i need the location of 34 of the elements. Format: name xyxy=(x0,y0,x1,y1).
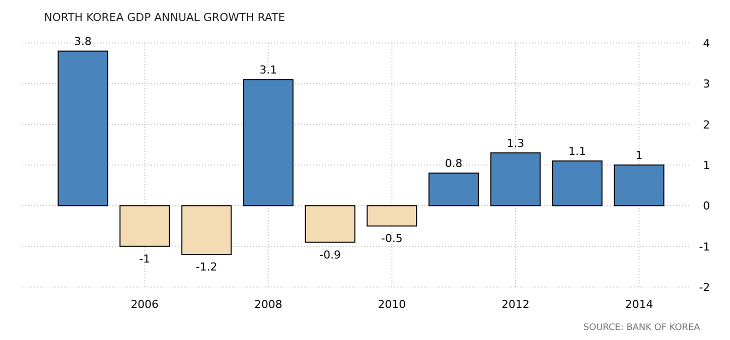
y-tick-label: 0 xyxy=(703,200,710,213)
y-tick-label: 2 xyxy=(703,118,710,132)
y-tick-label: 3 xyxy=(703,78,710,91)
data-label: -0.9 xyxy=(319,248,341,262)
bar xyxy=(614,164,664,206)
x-tick-label: 2006 xyxy=(130,298,159,311)
x-tick-label: 2012 xyxy=(502,298,530,311)
data-label: 1 xyxy=(636,149,643,162)
bar xyxy=(243,79,294,206)
data-label: -1.2 xyxy=(196,260,218,274)
bar xyxy=(490,152,541,206)
data-label: 1.3 xyxy=(506,136,524,150)
bar xyxy=(304,205,356,243)
bar xyxy=(119,205,170,247)
data-label: -0.5 xyxy=(381,232,403,245)
chart-title: NORTH KOREA GDP ANNUAL GROWTH RATE xyxy=(44,11,286,24)
bar xyxy=(58,50,108,206)
y-tick-label: 4 xyxy=(703,37,710,50)
x-tick-label: 2008 xyxy=(254,298,282,311)
y-tick-label: -2 xyxy=(699,281,710,294)
bar xyxy=(428,172,479,206)
y-tick-label: 1 xyxy=(703,159,710,172)
data-label: 3.1 xyxy=(260,64,278,77)
data-label: 3.8 xyxy=(74,35,92,48)
data-label: 0.8 xyxy=(444,157,462,170)
bar xyxy=(552,160,603,206)
data-label: -1 xyxy=(139,252,150,266)
x-tick-label: 2010 xyxy=(378,298,406,311)
data-label: 1.1 xyxy=(568,144,586,158)
y-tick-label: -1 xyxy=(699,240,710,254)
x-tick-label: 2014 xyxy=(625,298,654,311)
bar xyxy=(366,205,418,226)
bar xyxy=(181,205,232,255)
source-note: SOURCE: BANK OF KOREA xyxy=(583,323,701,333)
